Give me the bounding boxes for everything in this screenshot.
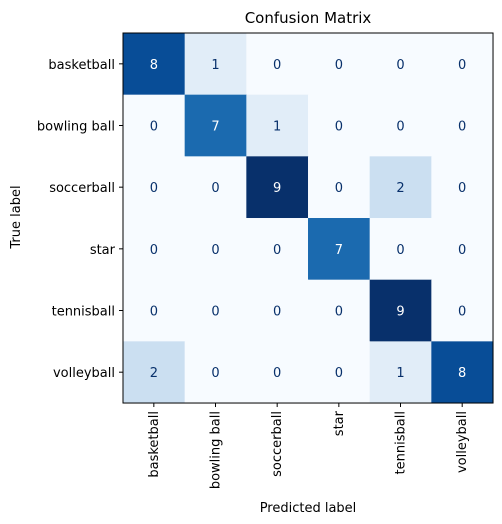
heatmap-cell <box>431 94 494 157</box>
cell-value-label: 8 <box>150 58 158 73</box>
cell-value-label: 7 <box>211 120 219 135</box>
heatmap-cell <box>308 341 371 404</box>
heatmap-cell <box>246 279 309 342</box>
cell-value-label: 0 <box>458 120 466 135</box>
cell-value-label: 0 <box>335 181 343 196</box>
heatmap-cell <box>246 94 309 157</box>
heatmap-cell-labels: 8 1 0 0 0 0 0 7 1 0 0 0 0 0 9 0 2 0 0 0 0 7 0 0 0 0 0 0 9 0 2 0 0 0 1 8 <box>150 58 467 381</box>
heatmap-cells <box>123 33 494 404</box>
cell-value-label: 1 <box>211 58 219 73</box>
heatmap-cell <box>123 94 186 157</box>
cell-value-label: 9 <box>273 181 281 196</box>
heatmap-cell <box>184 341 247 404</box>
x-tick-label: soccerball <box>270 411 285 477</box>
cell-value-label: 0 <box>150 243 158 258</box>
y-tick-label: volleyball <box>53 366 115 381</box>
x-tick-label: volleyball <box>455 411 470 473</box>
y-axis-ticks: basketball bowling ball soccerball star tenn… <box>37 58 123 381</box>
heatmap-cell <box>123 341 186 404</box>
cell-value-label: 0 <box>458 181 466 196</box>
cell-value-label: 0 <box>211 305 219 320</box>
x-tick-label: star <box>332 410 347 436</box>
heatmap-cell <box>431 279 494 342</box>
cell-value-label: 0 <box>211 243 219 258</box>
heatmap-cell <box>431 156 494 219</box>
heatmap-cell <box>184 156 247 219</box>
heatmap-cell <box>369 94 432 157</box>
cell-value-label: 0 <box>150 120 158 135</box>
heatmap-cell <box>123 279 186 342</box>
chart-title: Confusion Matrix <box>245 9 372 27</box>
cell-value-label: 0 <box>335 58 343 73</box>
cell-value-label: 0 <box>150 305 158 320</box>
heatmap-cell <box>431 341 494 404</box>
heatmap-cell <box>184 33 247 96</box>
heatmap-cell <box>308 279 371 342</box>
heatmap-cell <box>246 156 309 219</box>
cell-value-label: 0 <box>335 120 343 135</box>
heatmap-cell <box>431 218 494 281</box>
heatmap-cell <box>246 33 309 96</box>
heatmap-cell <box>369 33 432 96</box>
heatmap-cell <box>308 156 371 219</box>
cell-value-label: 0 <box>458 243 466 258</box>
heatmap-cell <box>308 94 371 157</box>
heatmap-cell <box>184 218 247 281</box>
cell-value-label: 0 <box>396 58 404 73</box>
heatmap-cell <box>123 33 186 96</box>
heatmap-cell <box>369 156 432 219</box>
heatmap-cell <box>369 218 432 281</box>
heatmap-cell <box>184 94 247 157</box>
heatmap-cell <box>123 218 186 281</box>
plot-frame <box>122 32 494 404</box>
heatmap-cell <box>308 218 371 281</box>
heatmap-cell <box>184 279 247 342</box>
y-tick-label: star <box>90 243 116 258</box>
y-tick-label: bowling ball <box>37 120 115 135</box>
heatmap-cell <box>246 341 309 404</box>
heatmap-cell <box>369 279 432 342</box>
cell-value-label: 2 <box>396 181 404 196</box>
heatmap-cell <box>369 341 432 404</box>
x-axis-ticks: basketball bowling ball soccerball star tenn… <box>147 403 470 489</box>
heatmap-cell <box>431 33 494 96</box>
cell-value-label: 0 <box>458 305 466 320</box>
cell-value-label: 0 <box>396 120 404 135</box>
cell-value-label: 9 <box>396 305 404 320</box>
cell-value-label: 1 <box>396 366 404 381</box>
cell-value-label: 0 <box>211 181 219 196</box>
cell-value-label: 8 <box>458 366 466 381</box>
cell-value-label: 0 <box>211 366 219 381</box>
cell-value-label: 0 <box>273 305 281 320</box>
cell-value-label: 0 <box>458 58 466 73</box>
cell-value-label: 1 <box>273 120 281 135</box>
cell-value-label: 0 <box>273 58 281 73</box>
cell-value-label: 0 <box>396 243 404 258</box>
cell-value-label: 0 <box>273 243 281 258</box>
cell-value-label: 7 <box>335 243 343 258</box>
heatmap-cell <box>123 156 186 219</box>
y-tick-label: basketball <box>48 58 115 73</box>
x-tick-label: bowling ball <box>209 411 224 489</box>
x-tick-label: tennisball <box>394 411 409 474</box>
heatmap-cell <box>246 218 309 281</box>
cell-value-label: 0 <box>335 366 343 381</box>
y-axis-label: True label <box>9 185 24 249</box>
x-tick-label: basketball <box>147 411 162 478</box>
x-axis-label: Predicted label <box>260 501 357 516</box>
y-tick-label: soccerball <box>49 181 115 196</box>
cell-value-label: 0 <box>150 181 158 196</box>
cell-value-label: 0 <box>273 366 281 381</box>
cell-value-label: 2 <box>150 366 158 381</box>
cell-value-label: 0 <box>335 305 343 320</box>
heatmap-cell <box>308 33 371 96</box>
y-tick-label: tennisball <box>52 305 115 320</box>
